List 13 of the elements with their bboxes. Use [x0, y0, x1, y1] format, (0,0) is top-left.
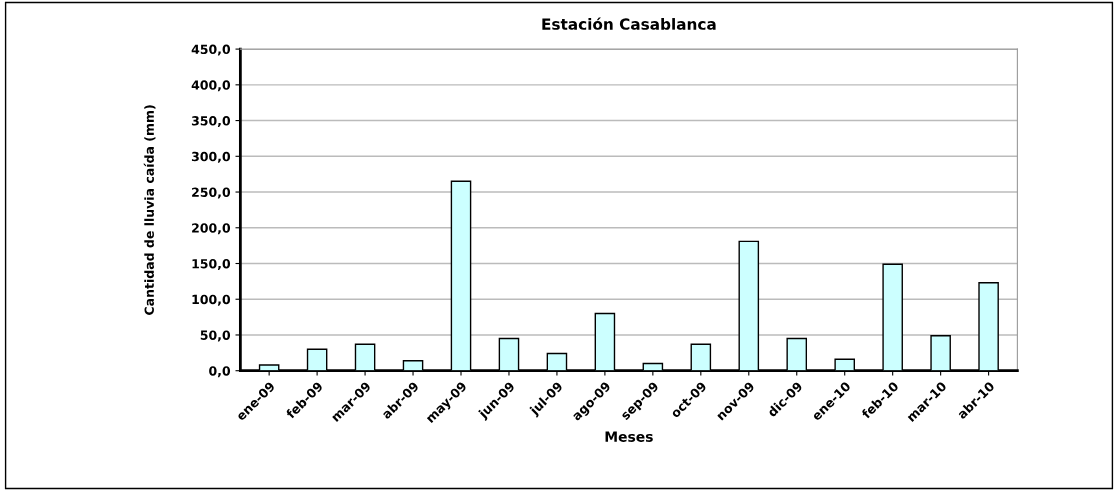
y-tick-label: 450,0: [191, 44, 231, 56]
y-tick-label: 150,0: [192, 258, 231, 271]
y-tick-label: 0,0: [209, 366, 231, 378]
y-tick-label: 100,0: [192, 294, 231, 306]
y-axis-title: Cantidad de lluvia caída (mm): [143, 105, 156, 315]
x-axis-title: Meses: [605, 431, 653, 442]
y-tick-label: 200,0: [192, 223, 231, 235]
y-tick-label: 50,0: [200, 330, 231, 342]
y-tick-label: 300,0: [191, 151, 231, 163]
y-tick-label: 400,0: [191, 80, 231, 92]
y-tick-label: 250,0: [192, 187, 231, 199]
chart-title: Estación Casablanca: [542, 17, 716, 30]
y-tick-label: 350,0: [191, 116, 231, 128]
